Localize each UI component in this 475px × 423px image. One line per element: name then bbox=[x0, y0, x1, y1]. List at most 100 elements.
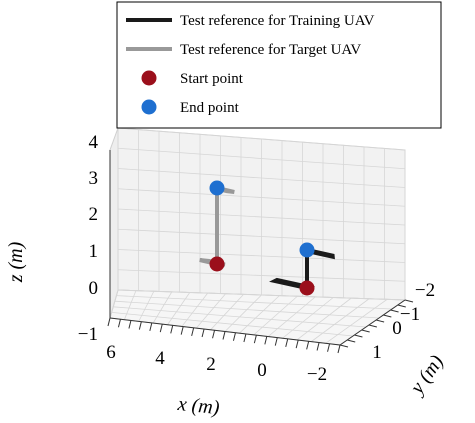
grid-line bbox=[181, 292, 209, 327]
z-axis-label: z (m) bbox=[5, 241, 27, 283]
x-tick-mark bbox=[327, 343, 331, 352]
y-tick-mark bbox=[397, 304, 406, 308]
legend-label: Test reference for Training UAV bbox=[180, 13, 375, 29]
y-tick-label: −1 bbox=[400, 304, 420, 325]
grid-line bbox=[195, 293, 226, 329]
x-tick-mark bbox=[159, 324, 163, 333]
x-tick-mark bbox=[201, 328, 205, 338]
x-tick-mark bbox=[138, 321, 142, 330]
legend-swatch-marker bbox=[141, 99, 157, 115]
grid-line bbox=[124, 290, 137, 320]
x-tick-mark bbox=[170, 325, 174, 334]
grid-line bbox=[117, 127, 406, 151]
y-tick-mark bbox=[339, 344, 349, 348]
legend-entries: Test reference for Training UAV Test refe… bbox=[126, 13, 375, 116]
legend-label: End point bbox=[180, 100, 240, 116]
x-tick-mark bbox=[285, 338, 289, 347]
start-point-marker bbox=[299, 280, 315, 296]
x-tick-label: 2 bbox=[206, 354, 216, 375]
points-layer bbox=[209, 180, 315, 296]
y-tick-label: −2 bbox=[415, 280, 435, 301]
x-tick-mark bbox=[107, 317, 111, 327]
legend-box bbox=[116, 1, 442, 129]
grid-line bbox=[267, 296, 316, 337]
grid-line bbox=[117, 147, 406, 170]
grid-line bbox=[113, 306, 367, 328]
x-tick-mark bbox=[337, 344, 341, 354]
grid-line bbox=[117, 269, 406, 282]
grid-line bbox=[253, 295, 298, 336]
x-tick-mark bbox=[295, 339, 299, 349]
grid-line bbox=[111, 312, 354, 337]
x-tick-mark bbox=[264, 336, 268, 345]
x-tick-mark bbox=[306, 341, 310, 350]
z-tick-label: 0 bbox=[89, 278, 99, 299]
z-tick-label: 2 bbox=[89, 204, 99, 225]
x-tick-label: 0 bbox=[257, 360, 267, 381]
y-tick-marks bbox=[339, 299, 414, 348]
grid-line bbox=[117, 188, 406, 207]
y-tick-mark bbox=[368, 324, 378, 328]
grid-line bbox=[116, 295, 393, 310]
y-tick-mark bbox=[361, 329, 370, 333]
grid-line bbox=[138, 291, 155, 322]
grid-line bbox=[296, 297, 352, 341]
grid-line bbox=[117, 208, 406, 226]
grid-line bbox=[239, 295, 280, 334]
y-tick-mark bbox=[390, 309, 399, 313]
x-tick-mark bbox=[316, 342, 320, 351]
end-point-marker bbox=[209, 180, 225, 196]
legend: Test reference for Training UAV Test refe… bbox=[116, 1, 442, 129]
y-tick-mark bbox=[375, 319, 385, 323]
x-tick-label: 4 bbox=[155, 348, 165, 369]
z-tick-label: 3 bbox=[89, 168, 99, 189]
x-tick-mark bbox=[232, 332, 236, 341]
y-axis-line bbox=[339, 299, 406, 346]
grid-line bbox=[152, 291, 173, 324]
x-axis-label: x (m) bbox=[176, 393, 221, 419]
z-tick-label: −1 bbox=[78, 324, 98, 345]
y-tick-mark bbox=[354, 334, 363, 338]
x-tick-mark bbox=[128, 320, 132, 329]
x-tick-mark bbox=[180, 326, 184, 335]
x-tick-label: 6 bbox=[106, 342, 116, 363]
grid-line bbox=[109, 289, 119, 319]
start-point-marker bbox=[209, 256, 225, 272]
z-tick-label: 4 bbox=[89, 132, 99, 153]
x-tick-marks bbox=[107, 317, 341, 354]
x-tick-mark bbox=[212, 330, 216, 339]
legend-label: Start point bbox=[180, 71, 244, 87]
grid-line bbox=[167, 292, 191, 325]
z-tick-labels: −1 0 1 2 3 4 bbox=[78, 132, 99, 345]
x-tick-label: −2 bbox=[307, 364, 327, 385]
x-tick-mark bbox=[149, 322, 153, 332]
grid-line bbox=[117, 249, 406, 263]
x-tick-labels: 6 4 2 0 −2 bbox=[106, 342, 327, 385]
legend-label: Test reference for Target UAV bbox=[180, 42, 361, 58]
grid-line bbox=[282, 297, 334, 339]
x-tick-mark bbox=[191, 327, 195, 336]
y-axis-label: y (m) bbox=[405, 351, 448, 400]
grid-lines bbox=[109, 127, 406, 346]
grid-line bbox=[117, 228, 406, 245]
grid-line bbox=[114, 300, 380, 319]
x-tick-mark bbox=[243, 333, 247, 343]
z-tick-label: 1 bbox=[89, 241, 99, 262]
grid-line bbox=[117, 289, 406, 301]
y-tick-mark bbox=[347, 339, 356, 343]
y-tick-labels: −2 −101 bbox=[372, 280, 435, 363]
grid-line bbox=[325, 299, 388, 344]
grid-line bbox=[311, 298, 370, 342]
y-tick-mark bbox=[404, 299, 414, 303]
x-tick-mark bbox=[222, 331, 226, 340]
y-tick-label: 1 bbox=[372, 342, 382, 363]
end-point-marker bbox=[299, 242, 315, 258]
y-tick-label: 0 bbox=[392, 318, 402, 339]
legend-swatch-marker bbox=[141, 70, 157, 86]
grid-line bbox=[224, 294, 262, 332]
x-tick-mark bbox=[274, 337, 278, 346]
y-tick-mark bbox=[383, 314, 392, 318]
x-tick-mark bbox=[253, 335, 257, 344]
side-wall-pane bbox=[109, 127, 119, 319]
